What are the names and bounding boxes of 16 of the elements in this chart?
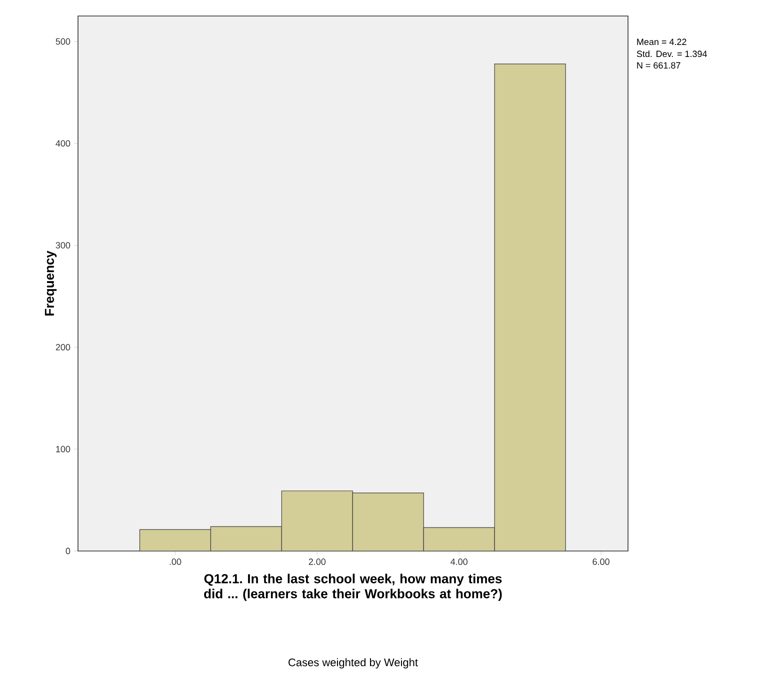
- text: Std. Dev. = 1.394: [636, 50, 707, 58]
- y-tick-label: 0: [66, 548, 70, 554]
- x-tick-label: .00: [170, 558, 182, 565]
- y-tick-label: 500: [56, 38, 70, 45]
- x-tick-label: 2.00: [308, 558, 326, 565]
- text: Mean = 4.22: [637, 38, 686, 46]
- x-tick-label: 4.00: [450, 558, 468, 565]
- text: Cases weighted by Weight: [288, 658, 418, 668]
- text: N = 661.87: [637, 62, 680, 69]
- y-axis-title: Frequency: [44, 250, 57, 316]
- y-tick-label: 100: [56, 446, 70, 452]
- y-tick-label: 200: [56, 344, 70, 350]
- y-tick-label: 300: [56, 242, 70, 248]
- y-tick-label: 400: [56, 140, 70, 147]
- x-axis-title: Q12.1. In the last school week, how many times did ... (learners take their Workbooks at home?): [204, 574, 502, 601]
- x-tick-label: 6.00: [592, 558, 610, 565]
